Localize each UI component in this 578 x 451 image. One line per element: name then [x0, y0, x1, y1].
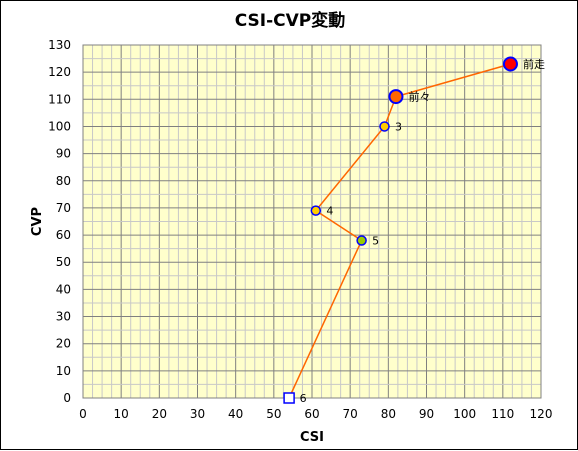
- y-axis-title: CVP: [30, 207, 45, 236]
- x-tick-label: 70: [343, 407, 358, 421]
- data-label-前走: 前走: [523, 57, 545, 71]
- y-tick-label: 60: [56, 228, 71, 242]
- data-point-6: [283, 392, 295, 404]
- x-tick-label: 60: [304, 407, 319, 421]
- x-tick-label: 30: [190, 407, 205, 421]
- y-tick-label: 100: [48, 119, 71, 133]
- x-axis-title: CSI: [300, 430, 324, 445]
- chart-title: CSI-CVP変動: [235, 10, 346, 31]
- series-segment: [288, 240, 363, 399]
- grid-lines: [82, 44, 542, 399]
- data-point-5: [356, 235, 367, 246]
- series-line: [288, 63, 511, 399]
- y-tick-label: 90: [56, 147, 71, 161]
- x-tick-label: 120: [530, 407, 553, 421]
- x-tick-label: 20: [152, 407, 167, 421]
- x-tick-label: 0: [79, 407, 87, 421]
- y-tick-label: 80: [56, 174, 71, 188]
- x-tick-label: 80: [381, 407, 396, 421]
- y-axis-ticks: 0 10 20 30 40 50 60 70 80 90 100 110 120 130: [48, 38, 71, 405]
- y-tick-label: 20: [56, 337, 71, 351]
- data-point-3: [379, 121, 390, 132]
- x-tick-label: 10: [114, 407, 129, 421]
- x-tick-label: 110: [491, 407, 514, 421]
- series-segment: [315, 210, 363, 242]
- data-point-前々: [388, 89, 404, 105]
- data-label-前々: 前々: [408, 90, 430, 104]
- data-point-4: [310, 205, 322, 216]
- data-label-6: 6: [300, 392, 307, 405]
- x-tick-label: 90: [419, 407, 434, 421]
- y-tick-label: 30: [56, 310, 71, 324]
- y-tick-label: 10: [56, 364, 71, 378]
- y-tick-label: 120: [48, 65, 71, 79]
- y-tick-label: 110: [48, 92, 71, 106]
- x-tick-label: 50: [266, 407, 281, 421]
- data-label-5: 5: [372, 235, 379, 248]
- x-tick-label: 100: [453, 407, 476, 421]
- data-label-3: 3: [395, 120, 402, 133]
- y-tick-label: 70: [56, 201, 71, 215]
- y-tick-label: 40: [56, 282, 71, 296]
- data-points: [283, 56, 518, 404]
- x-axis-ticks: 0 10 20 30 40 50 60 70 80 90 100 110 120: [79, 407, 552, 421]
- series-segment: [395, 63, 511, 98]
- plot-border: [82, 44, 542, 399]
- y-tick-label: 0: [63, 391, 71, 405]
- y-tick-label: 50: [56, 255, 71, 269]
- x-tick-label: 40: [228, 407, 243, 421]
- y-tick-label: 130: [48, 38, 71, 52]
- data-label-4: 4: [326, 205, 333, 218]
- series-segment: [315, 125, 386, 212]
- data-point-前走: [502, 56, 518, 72]
